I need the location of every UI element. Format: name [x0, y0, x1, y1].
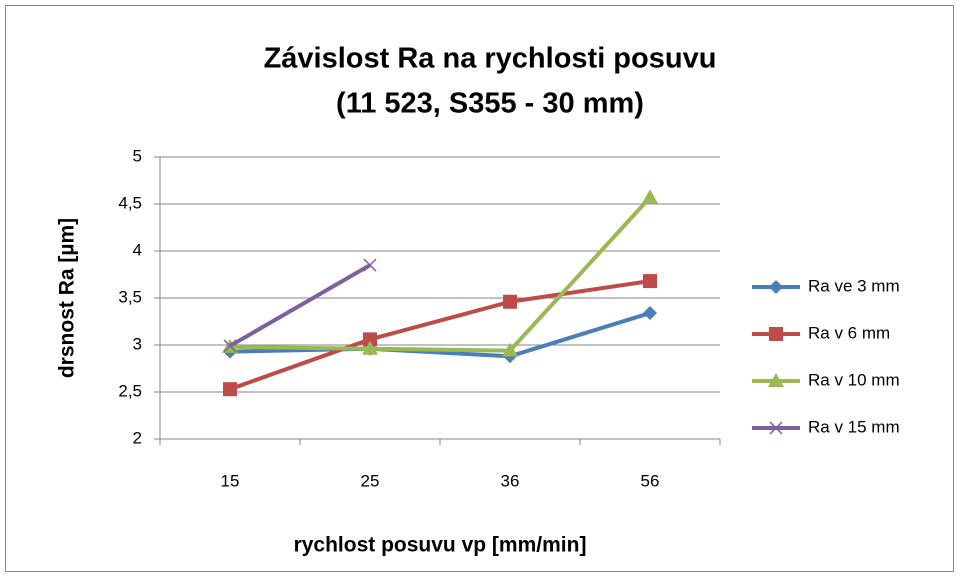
x-tick-label: 25 [361, 471, 380, 490]
marker [223, 382, 237, 397]
marker [769, 421, 783, 435]
marker [363, 258, 377, 272]
series-line [229, 279, 651, 392]
x-tick-label: 36 [501, 471, 520, 490]
legend-label: Ra v 10 mm [808, 370, 900, 389]
y-tick-label: 2,5 [118, 381, 142, 400]
marker [769, 280, 783, 294]
y-tick-label: 4 [133, 240, 142, 259]
marker [223, 339, 237, 353]
chart-title: (11 523, S355 - 30 mm) [336, 88, 644, 120]
marker [503, 294, 517, 309]
marker [769, 327, 783, 341]
legend-label: Ra ve 3 mm [808, 276, 900, 295]
y-axis-title: drsnost Ra [µm] [56, 218, 79, 378]
marker [768, 373, 784, 387]
y-tick-label: 5 [133, 146, 142, 165]
marker [363, 332, 377, 347]
marker [642, 189, 658, 204]
x-axis-title: rychlost posuvu vp [mm/min] [294, 534, 587, 557]
legend-label: Ra v 15 mm [808, 417, 900, 436]
series-line [229, 196, 652, 353]
y-tick-label: 3 [133, 334, 142, 353]
y-tick-label: 2 [133, 428, 142, 447]
x-tick-label: 15 [221, 471, 240, 490]
y-tick-label: 4,5 [118, 193, 142, 212]
y-tick-label: 3,5 [118, 287, 142, 306]
series-line [228, 263, 372, 348]
marker [362, 340, 378, 355]
x-tick-label: 56 [641, 471, 660, 490]
chart-title: Závislost Ra na rychlosti posuvu [264, 43, 717, 75]
series-line [229, 311, 651, 359]
marker [643, 306, 657, 321]
marker [643, 274, 657, 289]
marker [502, 342, 518, 357]
legend-label: Ra v 6 mm [808, 323, 890, 342]
